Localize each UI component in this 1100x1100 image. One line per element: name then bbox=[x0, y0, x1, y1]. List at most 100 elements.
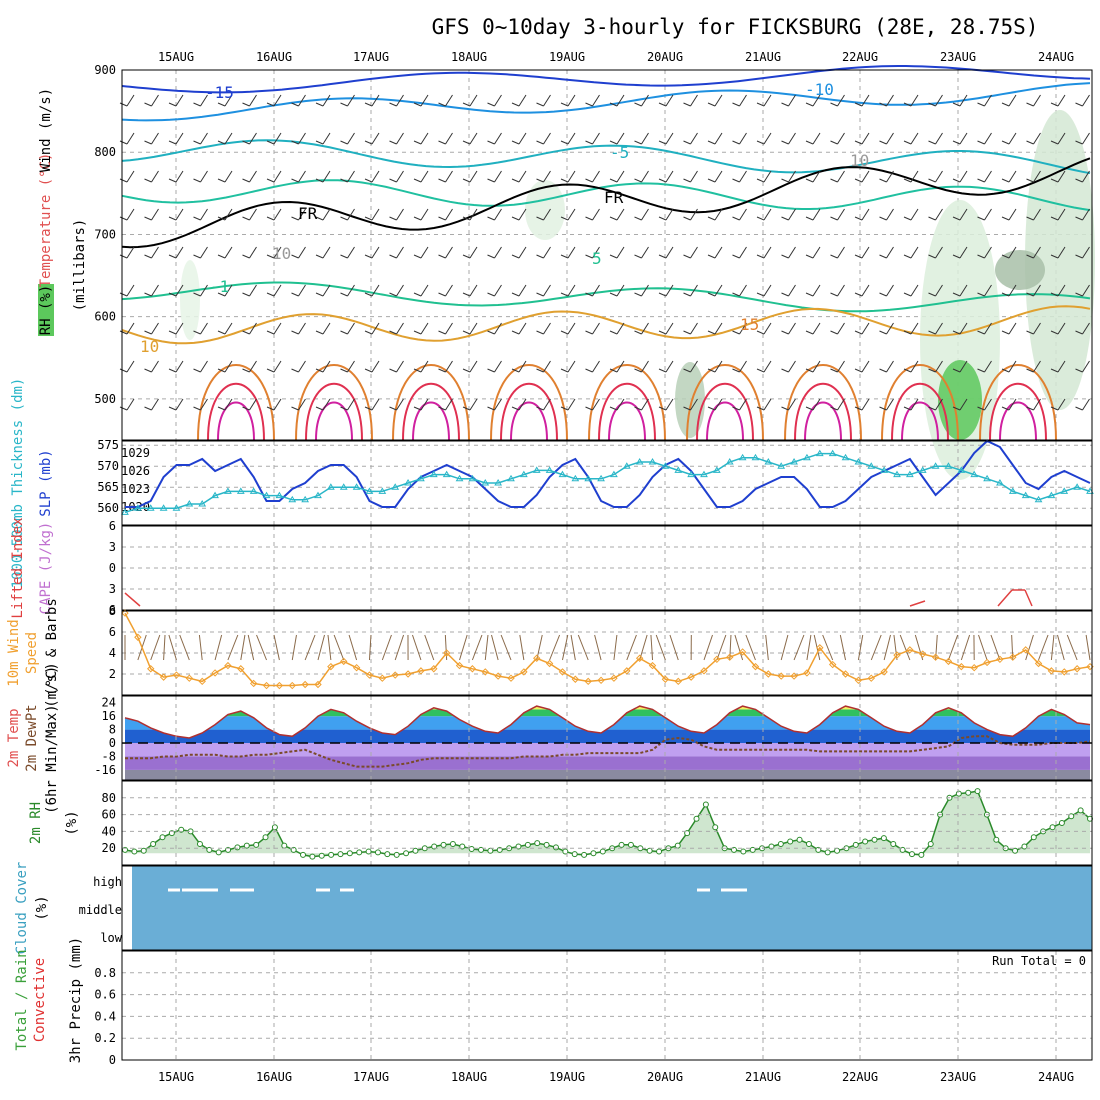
rh-point bbox=[871, 836, 878, 843]
upper-wind-barb bbox=[543, 208, 551, 221]
thickness-point bbox=[944, 462, 953, 469]
upper-wind-barb bbox=[854, 406, 863, 411]
upper-wind-barb bbox=[837, 322, 845, 335]
surface-wind-barb bbox=[806, 634, 812, 661]
upper-wind-barb bbox=[1008, 170, 1017, 183]
upper-wind-barb bbox=[119, 330, 128, 335]
thickness-point bbox=[764, 458, 773, 465]
wind-speed-point bbox=[558, 668, 567, 676]
thickness-point bbox=[288, 495, 297, 503]
thickness-point bbox=[828, 449, 837, 457]
upper-wind-barb bbox=[462, 216, 471, 221]
wind-speed-point bbox=[442, 649, 451, 657]
upper-wind-barb bbox=[168, 254, 177, 259]
upper-wind-barb bbox=[511, 102, 520, 107]
wind-speed-point bbox=[262, 681, 271, 690]
temperature-contour bbox=[979, 364, 1057, 441]
upper-wind-barb bbox=[714, 360, 723, 373]
wind-speed-point bbox=[571, 675, 580, 683]
rh-point bbox=[328, 851, 335, 858]
wind-speed-point bbox=[906, 646, 914, 654]
upper-wind-barb bbox=[763, 94, 772, 107]
upper-wind-barb bbox=[543, 94, 551, 107]
wind-speed-point bbox=[610, 674, 618, 682]
upper-wind-barb bbox=[217, 330, 226, 335]
upper-wind-barb bbox=[830, 140, 838, 145]
upper-wind-barb bbox=[469, 208, 478, 221]
upper-wind-barb bbox=[518, 208, 527, 221]
upper-wind-barb bbox=[1033, 284, 1041, 297]
wind-speed-point bbox=[790, 672, 798, 680]
upper-wind-barb bbox=[756, 406, 765, 411]
upper-wind-barb bbox=[1082, 284, 1090, 297]
upper-wind-barb bbox=[266, 178, 275, 183]
rh-point bbox=[150, 841, 157, 847]
surface-wind-barb bbox=[150, 634, 161, 661]
upper-wind-barb bbox=[886, 170, 894, 183]
rh-point bbox=[309, 853, 316, 860]
thickness-point bbox=[211, 491, 219, 499]
upper-wind-barb bbox=[1057, 398, 1066, 411]
rh-point bbox=[552, 844, 559, 851]
upper-wind-barb bbox=[1057, 170, 1066, 183]
upper-wind-barb bbox=[756, 140, 765, 145]
upper-wind-barb bbox=[420, 132, 429, 145]
upper-wind-barb bbox=[861, 246, 870, 259]
upper-wind-barb bbox=[420, 322, 429, 335]
upper-wind-barb bbox=[616, 170, 625, 183]
wind-speed-point bbox=[494, 672, 502, 680]
upper-wind-barb bbox=[511, 406, 520, 411]
upper-wind-barb bbox=[805, 178, 814, 183]
upper-wind-barb bbox=[298, 246, 306, 259]
upper-wind-barb bbox=[739, 284, 747, 297]
upper-wind-barb bbox=[935, 322, 943, 335]
upper-wind-barb bbox=[347, 94, 355, 107]
upper-wind-barb bbox=[714, 398, 723, 411]
upper-wind-barb bbox=[518, 246, 527, 259]
upper-wind-barb bbox=[812, 360, 821, 373]
upper-wind-barb bbox=[438, 368, 446, 373]
temperature-contour bbox=[217, 401, 255, 441]
upper-wind-barb bbox=[469, 132, 478, 145]
upper-wind-barb bbox=[151, 208, 159, 221]
surface-wind-barb bbox=[960, 634, 971, 661]
upper-wind-barb bbox=[781, 216, 789, 221]
upper-wind-barb bbox=[634, 102, 642, 107]
temperature-contour bbox=[881, 364, 959, 441]
upper-wind-barb bbox=[462, 140, 471, 145]
upper-wind-barb bbox=[683, 216, 691, 221]
surface-wind-barb bbox=[857, 634, 864, 661]
upper-wind-barb bbox=[347, 246, 355, 259]
upper-wind-barb bbox=[543, 360, 551, 373]
surface-wind-barb bbox=[491, 634, 499, 661]
surface-wind-barb bbox=[745, 634, 756, 661]
surface-wind-barb bbox=[368, 634, 372, 661]
upper-wind-barb bbox=[585, 178, 593, 183]
surface-wind-barb bbox=[1085, 634, 1091, 661]
wind-speed-point bbox=[880, 668, 888, 676]
upper-wind-barb bbox=[903, 406, 912, 411]
upper-wind-barb bbox=[420, 246, 429, 259]
upper-wind-barb bbox=[445, 94, 453, 107]
upper-wind-barb bbox=[788, 322, 796, 335]
thickness-point bbox=[558, 470, 567, 478]
surface-wind-barb bbox=[655, 634, 666, 661]
surface-wind-barb bbox=[1025, 634, 1034, 661]
thickness-series-line bbox=[124, 452, 1091, 514]
upper-wind-barb bbox=[126, 132, 135, 145]
upper-wind-barb bbox=[298, 398, 306, 411]
upper-wind-barb bbox=[641, 94, 649, 107]
upper-wind-barb bbox=[119, 140, 128, 145]
upper-wind-barb bbox=[487, 254, 495, 259]
wind-speed-point bbox=[816, 644, 824, 652]
thickness-point bbox=[700, 470, 708, 478]
upper-wind-barb bbox=[690, 322, 698, 335]
upper-wind-barb bbox=[1082, 360, 1090, 373]
upper-wind-barb bbox=[291, 216, 299, 221]
upper-wind-barb bbox=[658, 216, 667, 221]
upper-wind-barb bbox=[812, 284, 821, 297]
thickness-point bbox=[1047, 491, 1056, 499]
upper-wind-barb bbox=[242, 140, 250, 145]
temperature-contour bbox=[412, 401, 450, 441]
